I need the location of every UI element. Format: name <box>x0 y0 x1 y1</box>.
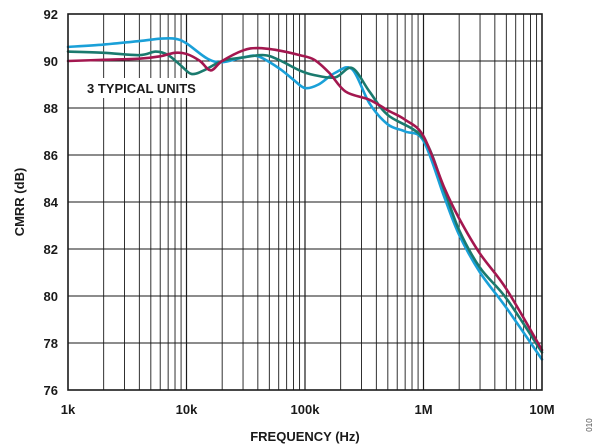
x-tick-label: 1k <box>61 402 76 417</box>
x-axis-title: FREQUENCY (Hz) <box>250 429 360 444</box>
plot-frame <box>67 13 543 391</box>
tick-labels: 76 78 80 82 84 86 88 90 92 1k 10k 100k 1M 10M <box>44 7 555 417</box>
annotation-background <box>83 78 221 98</box>
annotation-label: 3 TYPICAL UNITS <box>87 81 196 96</box>
y-tick-label: 88 <box>44 101 58 116</box>
x-tick-label: 10M <box>529 402 554 417</box>
y-tick-label: 90 <box>44 54 58 69</box>
x-tick-label: 1M <box>414 402 432 417</box>
y-tick-label: 86 <box>44 148 58 163</box>
y-tick-label: 92 <box>44 7 58 22</box>
series-line-3 <box>66 46 544 352</box>
grid-lines <box>68 13 542 391</box>
y-tick-label: 76 <box>44 383 58 398</box>
annotation-box: 3 TYPICAL UNITS <box>83 78 221 98</box>
series-line-1 <box>66 36 544 361</box>
series-layer <box>66 36 544 361</box>
figure-id: 010 <box>585 418 594 432</box>
x-tick-label: 10k <box>176 402 198 417</box>
x-tick-label: 100k <box>291 402 321 417</box>
y-tick-label: 80 <box>44 289 58 304</box>
y-axis-title: CMRR (dB) <box>12 168 27 237</box>
y-tick-label: 78 <box>44 336 58 351</box>
y-tick-label: 84 <box>44 195 59 210</box>
y-tick-label: 82 <box>44 242 58 257</box>
